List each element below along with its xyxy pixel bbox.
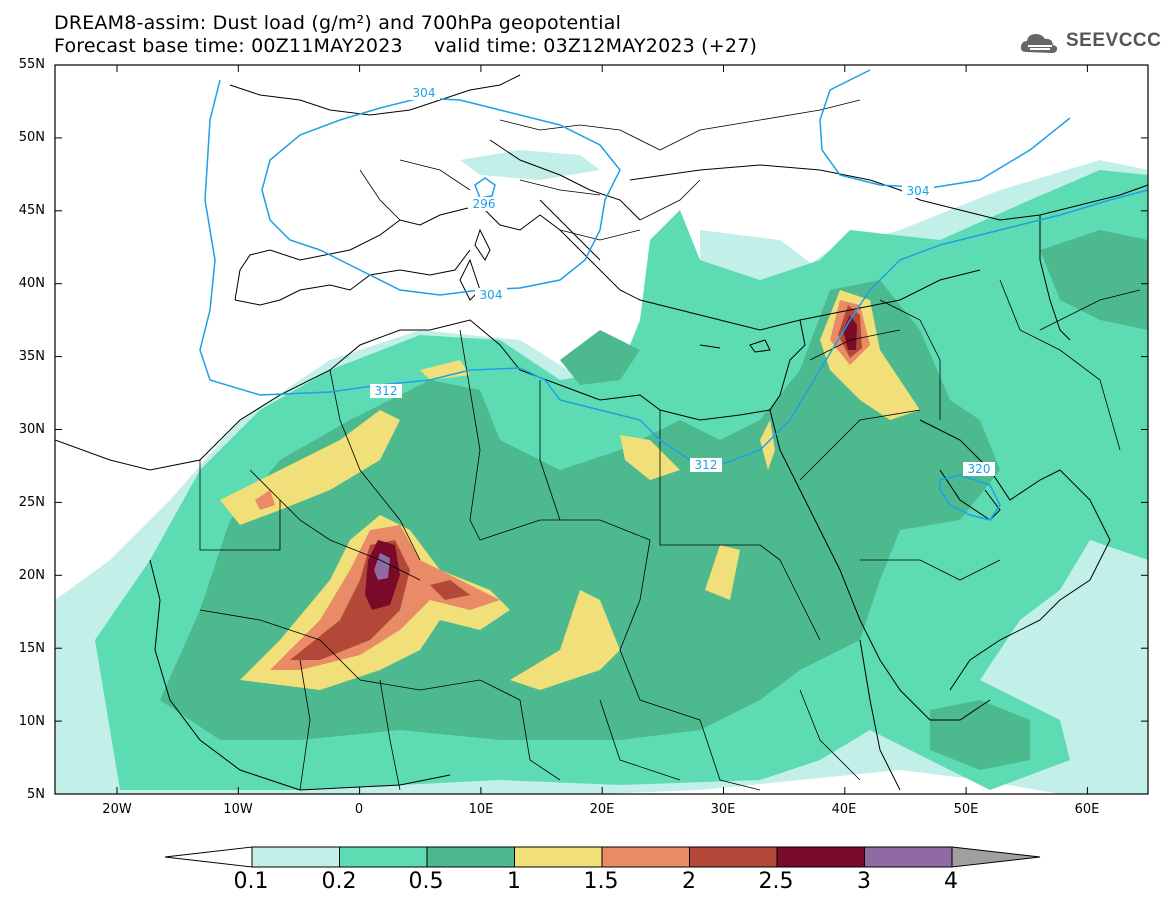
lat-label: 20N xyxy=(18,568,45,583)
lat-label: 30N xyxy=(18,422,45,437)
country-borders xyxy=(199,99,1141,791)
lat-label: 15N xyxy=(18,641,45,656)
lon-label: 30E xyxy=(710,802,736,817)
lon-label: 20W xyxy=(102,802,132,817)
lat-label: 40N xyxy=(18,276,45,291)
lat-label: 50N xyxy=(18,130,45,145)
contour-label: 304 xyxy=(907,184,930,198)
colorbar-label: 0.5 xyxy=(408,869,444,894)
lat-label: 25N xyxy=(18,495,45,510)
colorbar-label: 2.5 xyxy=(758,869,794,894)
lon-label: 10W xyxy=(223,802,253,817)
colorbar-label: 3 xyxy=(857,869,871,894)
dust-level-8 xyxy=(374,553,390,580)
contour-label-group: 304 296 304 304 312 312 320 xyxy=(370,86,995,476)
contour-label: 312 xyxy=(375,384,398,398)
colorbar-label: 1 xyxy=(507,869,521,894)
contour-label: 304 xyxy=(413,86,436,100)
contour-label: 320 xyxy=(968,462,991,476)
contour-label: 312 xyxy=(695,458,718,472)
lon-label: 60E xyxy=(1074,802,1100,817)
lon-label: 0 xyxy=(354,802,364,817)
lon-label: 20E xyxy=(589,802,615,817)
lat-label: 55N xyxy=(18,57,45,72)
lon-label: 50E xyxy=(953,802,979,817)
lon-label: 10E xyxy=(468,802,494,817)
coastlines xyxy=(55,74,1148,791)
lat-label: 35N xyxy=(18,349,45,364)
forecast-time-line: Forecast base time: 00Z11MAY2023 valid t… xyxy=(54,35,758,57)
cloud-logo-icon xyxy=(1020,34,1058,53)
contour-label: 296 xyxy=(473,197,496,211)
lon-label: 40E xyxy=(831,802,857,817)
contour-label: 304 xyxy=(480,288,503,302)
colorbar-label: 2 xyxy=(682,869,696,894)
colorbar-label: 0.1 xyxy=(233,869,269,894)
colorbar-label: 4 xyxy=(944,869,958,894)
geopotential-contours xyxy=(199,69,1148,521)
colorbar-label: 1.5 xyxy=(583,869,619,894)
colorbar-label: 0.2 xyxy=(321,869,357,894)
lat-label: 5N xyxy=(27,787,45,802)
lat-label: 45N xyxy=(18,203,45,218)
logo-text: SEEVCCC xyxy=(1066,30,1162,51)
lat-label: 10N xyxy=(18,714,45,729)
map-title: DREAM8-assim: Dust load (g/m²) and 700hP… xyxy=(54,12,622,34)
axis-ticks xyxy=(55,64,1148,795)
